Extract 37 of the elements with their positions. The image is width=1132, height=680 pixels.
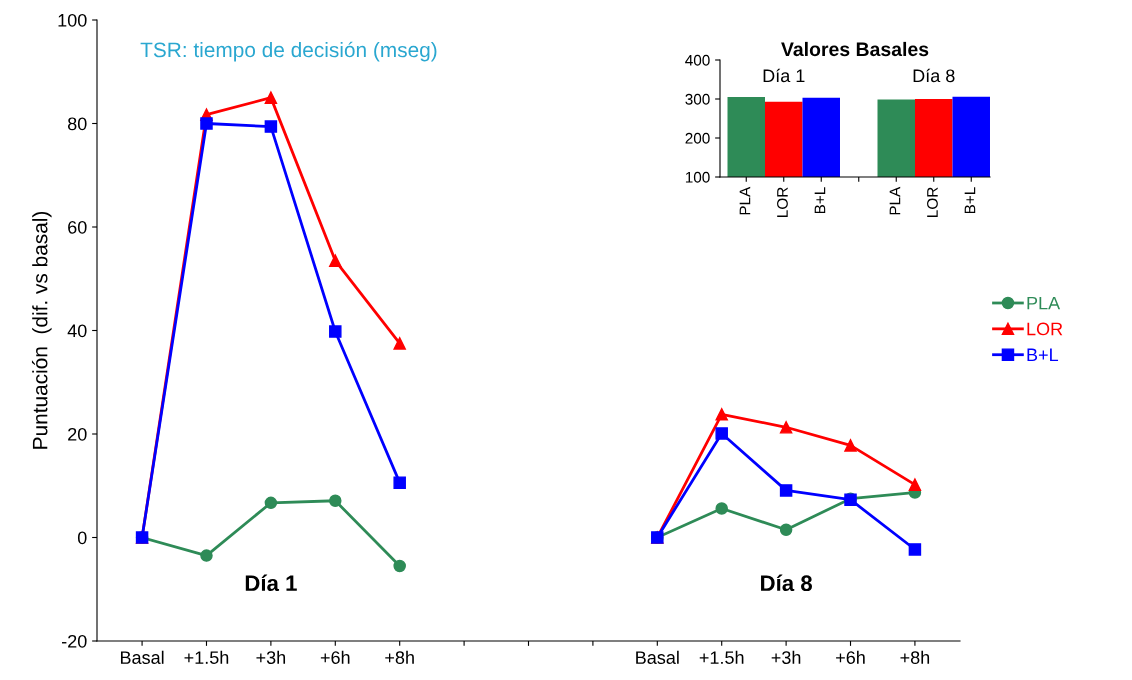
y-tick-label: 40 — [67, 324, 87, 338]
x-tick-label: B+L — [964, 187, 976, 214]
y-tick-label: 100 — [58, 13, 87, 27]
y-tick-label: 300 — [685, 93, 710, 105]
y-tick-label: 60 — [68, 220, 87, 234]
y-tick-label: 80 — [67, 117, 87, 131]
legend-label: B+L — [1027, 348, 1059, 362]
x-tick-label: PLA — [889, 186, 901, 215]
x-tick-label: Basal — [120, 650, 164, 664]
x-tick-label: +1.5h — [184, 650, 229, 664]
x-tick-label: Basal — [636, 650, 679, 664]
x-tick-label: +1.5h — [699, 650, 744, 664]
legend-label: LOR — [1027, 322, 1063, 336]
x-tick-label: PLA — [739, 186, 751, 215]
x-tick-label: B+L — [814, 187, 826, 214]
annotation: Día 1 — [245, 574, 297, 592]
y-axis-title: Puntuación (dif. vs basal) — [31, 211, 52, 449]
x-tick-label: LOR — [777, 187, 788, 217]
y-tick-label: 400 — [685, 54, 710, 66]
x-tick-label: +3h — [771, 650, 801, 664]
annotation: Día 1 — [763, 68, 805, 83]
y-tick-label: 100 — [685, 171, 710, 183]
text: TSR: tiempo de decisión (mseg) — [140, 41, 437, 62]
x-tick-label: +8h — [900, 650, 930, 664]
y-tick-label: -20 — [61, 634, 87, 648]
x-tick-label: +3h — [256, 650, 286, 664]
x-tick-label: +8h — [385, 650, 414, 664]
chart-title: Valores Basales — [781, 41, 929, 57]
x-tick-label: LOR — [927, 187, 938, 217]
y-tick-label: 0 — [77, 531, 87, 545]
annotation: Día 8 — [913, 68, 955, 83]
y-tick-label: 20 — [68, 427, 87, 441]
annotation: Día 8 — [761, 574, 812, 592]
y-tick-label: 200 — [685, 132, 710, 144]
x-tick-label: +6h — [836, 650, 865, 664]
legend-label: PLA — [1027, 296, 1061, 310]
x-tick-label: +6h — [320, 650, 350, 664]
